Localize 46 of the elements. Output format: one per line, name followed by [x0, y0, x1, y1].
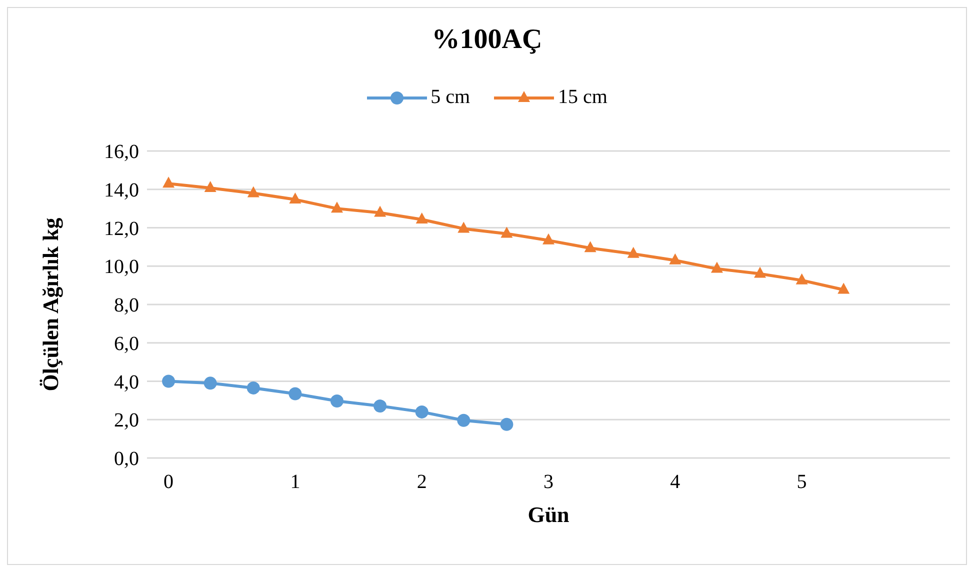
- point: [796, 273, 808, 284]
- x-tick-label: 5: [796, 471, 807, 493]
- x-tick-label: 3: [544, 471, 554, 493]
- point: [247, 186, 260, 198]
- point: [542, 233, 554, 244]
- point: [627, 246, 640, 258]
- point: [330, 202, 343, 213]
- legend-label: 5 cm: [430, 86, 470, 109]
- point: [330, 394, 344, 408]
- point: [204, 376, 217, 390]
- x-tick-label: 1: [290, 471, 300, 493]
- y-tick-label: 16,0: [104, 141, 139, 163]
- point: [458, 222, 470, 233]
- point: [500, 226, 513, 238]
- x-tick-label: 2: [416, 471, 427, 493]
- point: [162, 176, 175, 188]
- y-tick-label: 14,0: [104, 179, 139, 202]
- x-axis-title: Gün: [528, 502, 570, 527]
- chart-title: %100AÇ: [430, 24, 544, 56]
- point: [754, 266, 766, 278]
- y-tick-label: 0,0: [114, 448, 139, 470]
- point: [669, 253, 682, 264]
- y-tick-label: 8,0: [114, 294, 139, 316]
- point: [162, 374, 176, 388]
- point: [457, 414, 470, 427]
- y-tick-label: 12,0: [104, 218, 139, 240]
- point: [289, 192, 302, 204]
- y-tick-label: 2,0: [114, 410, 139, 432]
- point: [415, 405, 428, 418]
- point: [374, 400, 387, 412]
- y-tick-label: 6,0: [114, 332, 139, 355]
- x-tick-label: 4: [670, 471, 680, 493]
- y-axis-title: Ölçülen Ağırlık kg: [38, 218, 63, 392]
- point: [204, 181, 216, 192]
- point: [246, 381, 260, 394]
- point: [838, 282, 850, 294]
- x-tick-label: 0: [164, 471, 174, 493]
- point: [416, 212, 428, 224]
- y-tick-label: 4,0: [114, 371, 139, 394]
- y-tick-label: 10,0: [104, 256, 139, 278]
- point: [584, 241, 596, 252]
- point: [374, 206, 386, 217]
- point: [710, 262, 723, 273]
- point: [500, 418, 514, 431]
- legend-label: 15 cm: [558, 86, 608, 109]
- point: [288, 387, 302, 400]
